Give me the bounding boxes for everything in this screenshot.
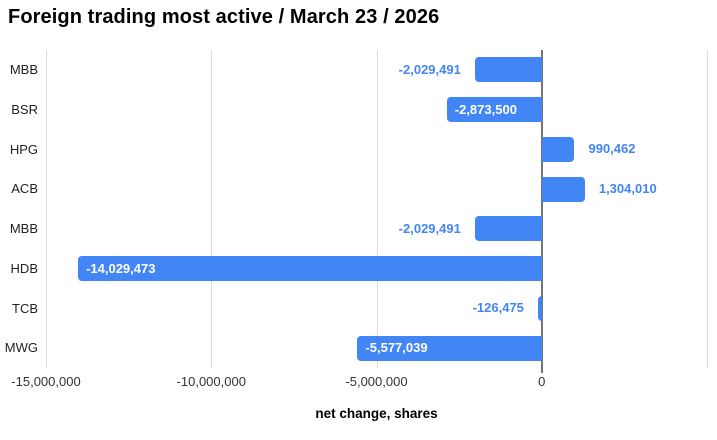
bar: [537, 295, 542, 321]
bar-value-label: -5,577,039: [365, 340, 428, 356]
category-label: HDB: [10, 260, 38, 276]
bar-value-label: -2,029,491: [398, 61, 461, 77]
category-label: BSR: [11, 101, 38, 117]
x-tick-label: -5,000,000: [345, 374, 408, 389]
category-axis: MBB BSR HPG ACB MBB HDB TCB MWG: [0, 50, 38, 368]
x-tick-label: 0: [538, 374, 546, 389]
x-axis-label: net change, shares: [315, 406, 438, 421]
bar-value-label: -2,029,491: [398, 220, 461, 236]
bar-value-label: -2,873,500: [454, 101, 517, 117]
bar: [446, 97, 542, 123]
x-axis-ticks: -15,000,000 -10,000,000 -5,000,000 0: [11, 374, 707, 390]
category-label: MBB: [9, 62, 38, 77]
plot-area: -2,029,491 -2,873,500 990,462 1,304,010 -2,0…: [46, 50, 708, 373]
x-tick-label: -15,000,000: [11, 374, 81, 389]
bar-value-label: -126,475: [472, 300, 524, 316]
category-label: MBB: [9, 221, 38, 236]
bar-value-label: 990,462: [588, 141, 636, 157]
bar: [474, 216, 542, 242]
bar-value-label: -14,029,473: [86, 260, 156, 276]
bar: [78, 256, 542, 282]
gridline: [376, 50, 378, 368]
category-label: ACB: [11, 181, 38, 197]
bar: [541, 136, 575, 162]
chart-title: Foreign trading most active / March 23 /…: [8, 6, 440, 28]
bar-value-label: 1,304,010: [598, 181, 657, 197]
bar: [357, 335, 542, 361]
x-tick-label: -10,000,000: [176, 374, 246, 389]
category-label: TCB: [12, 300, 38, 316]
gridline: [211, 50, 213, 368]
category-label: MWG: [4, 340, 38, 356]
zero-line: [540, 50, 543, 373]
gridline: [46, 50, 47, 368]
bar: [541, 176, 585, 202]
bar: [474, 57, 542, 83]
category-label: HPG: [9, 141, 38, 157]
gridline: [707, 50, 708, 368]
